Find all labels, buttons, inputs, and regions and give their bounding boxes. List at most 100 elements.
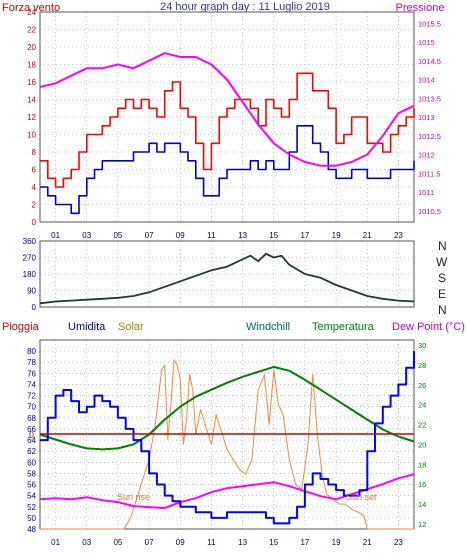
humidity-y-ticks: 48 50 52 54 56 58 60 62 64 66 68 70 72 74 76 78 80 [27,347,36,534]
lower-legend: Pioggia Umidita Solar Windchill Temperat… [2,321,465,333]
y-tick-label: 360 [23,237,37,246]
y-tick-label: 70 [27,403,36,412]
y-tick-label: 1011 [418,188,434,197]
series-line [40,125,415,215]
y-tick-label: 180 [23,270,37,279]
direction-series [39,252,415,305]
legend-windchill: Windchill [246,321,290,333]
y-tick-label: 1014 [418,76,435,85]
y-tick-label: 1014.5 [418,57,441,66]
compass-n-bottom: N [438,303,447,317]
y-tick-label: 14 [27,96,36,105]
sunset-label: Sun set [346,492,377,502]
legend-temperatura: Temperatura [312,321,375,333]
wind-axis-title: Forza vento [2,2,60,14]
dewpoint-y-ticks: 12 14 16 18 20 22 24 26 28 30 [418,341,426,529]
x-tick-label: 09 [176,231,185,240]
y-tick-label: 50 [27,514,36,523]
y-tick-label: 1011.5 [418,169,440,178]
y-tick-label: 52 [27,503,36,512]
y-tick-label: 64 [27,436,36,445]
y-tick-label: 80 [27,347,36,356]
y-tick-label: 20 [27,43,36,52]
y-tick-label: 76 [27,369,36,378]
x-tick-label: 05 [113,231,122,240]
x-tick-label: 17 [300,538,309,547]
y-tick-label: 22 [418,421,426,430]
y-tick-label: 16 [418,480,426,489]
pressure-y-ticks: 1010.5 1011 1011.5 1012 1012.5 1013 1013.5 1014… [418,19,441,216]
y-tick-label: 90 [27,287,36,296]
y-tick-label: 54 [27,492,36,501]
legend-umidita: Umidita [68,321,106,333]
x-tick-label: 11 [207,538,216,547]
x-tick-label: 19 [332,231,341,240]
x-tick-label: 23 [394,231,403,240]
x-tick-label: 09 [176,538,185,547]
y-tick-label: 1013.5 [418,94,441,103]
y-tick-label: 18 [418,460,426,469]
direction-plot-frame [39,240,415,308]
x-tick-label: 01 [51,231,60,240]
y-tick-label: 12 [27,113,36,122]
compass-e: E [438,287,446,301]
x-tick-label: 01 [51,538,60,547]
x-tick-label: 21 [363,231,372,240]
x-tick-label: 17 [300,231,309,240]
y-tick-label: 6 [32,166,37,175]
y-tick-label: 22 [27,26,36,35]
y-tick-label: 48 [27,525,36,534]
compass-s: S [438,271,446,285]
y-tick-label: 56 [27,481,36,490]
y-tick-label: 0 [32,218,37,227]
x-tick-label: 03 [82,538,91,547]
y-tick-label: 28 [418,361,426,370]
y-tick-label: 1012.5 [418,132,441,141]
x-tick-label: 15 [269,231,278,240]
y-tick-label: 24 [418,401,426,410]
y-tick-label: 60 [27,458,36,467]
y-tick-label: 66 [27,425,36,434]
y-tick-label: 4 [32,183,37,192]
lower-series [39,351,415,530]
x-tick-label: 23 [394,538,403,547]
y-tick-label: 24 [27,8,36,17]
y-tick-label: 26 [418,381,426,390]
x-tick-label: 19 [332,538,341,547]
y-tick-label: 1012 [418,151,435,160]
y-tick-label: 1013 [418,113,435,122]
sunrise-label: Sun rise [117,492,150,502]
legend-solar: Solar [118,321,144,333]
y-tick-label: 12 [418,520,426,529]
x-tick-label: 13 [238,538,247,547]
x-tick-label: 11 [207,231,216,240]
y-tick-label: 0 [32,303,37,312]
wind-x-ticks: 01 03 05 07 09 11 13 15 17 19 21 23 [51,231,403,240]
y-tick-label: 2 [32,201,37,210]
x-tick-label: 03 [82,231,91,240]
y-tick-label: 16 [27,78,36,87]
y-tick-label: 78 [27,358,36,367]
y-tick-label: 68 [27,414,36,423]
x-tick-label: 05 [113,538,122,547]
direction-y-ticks: 0 90 180 270 360 [23,237,37,312]
x-tick-label: 15 [269,538,278,547]
rain-zero-label: 0 [29,430,34,440]
graph-title: 24 hour graph day : 11 Luglio 2019 [160,1,330,13]
y-tick-label: 30 [418,341,426,350]
y-tick-label: 1015.5 [418,19,441,28]
y-tick-label: 58 [27,469,36,478]
compass-w: W [436,255,448,269]
legend-pioggia: Pioggia [2,321,40,333]
series-line [39,252,415,305]
series-line [39,52,415,167]
y-tick-label: 1015 [418,38,435,47]
y-tick-label: 62 [27,447,36,456]
series-line [40,351,415,525]
pressure-axis-title: Pressione [396,2,445,14]
y-tick-label: 20 [418,440,426,449]
y-tick-label: 72 [27,392,36,401]
x-tick-label: 07 [145,538,154,547]
